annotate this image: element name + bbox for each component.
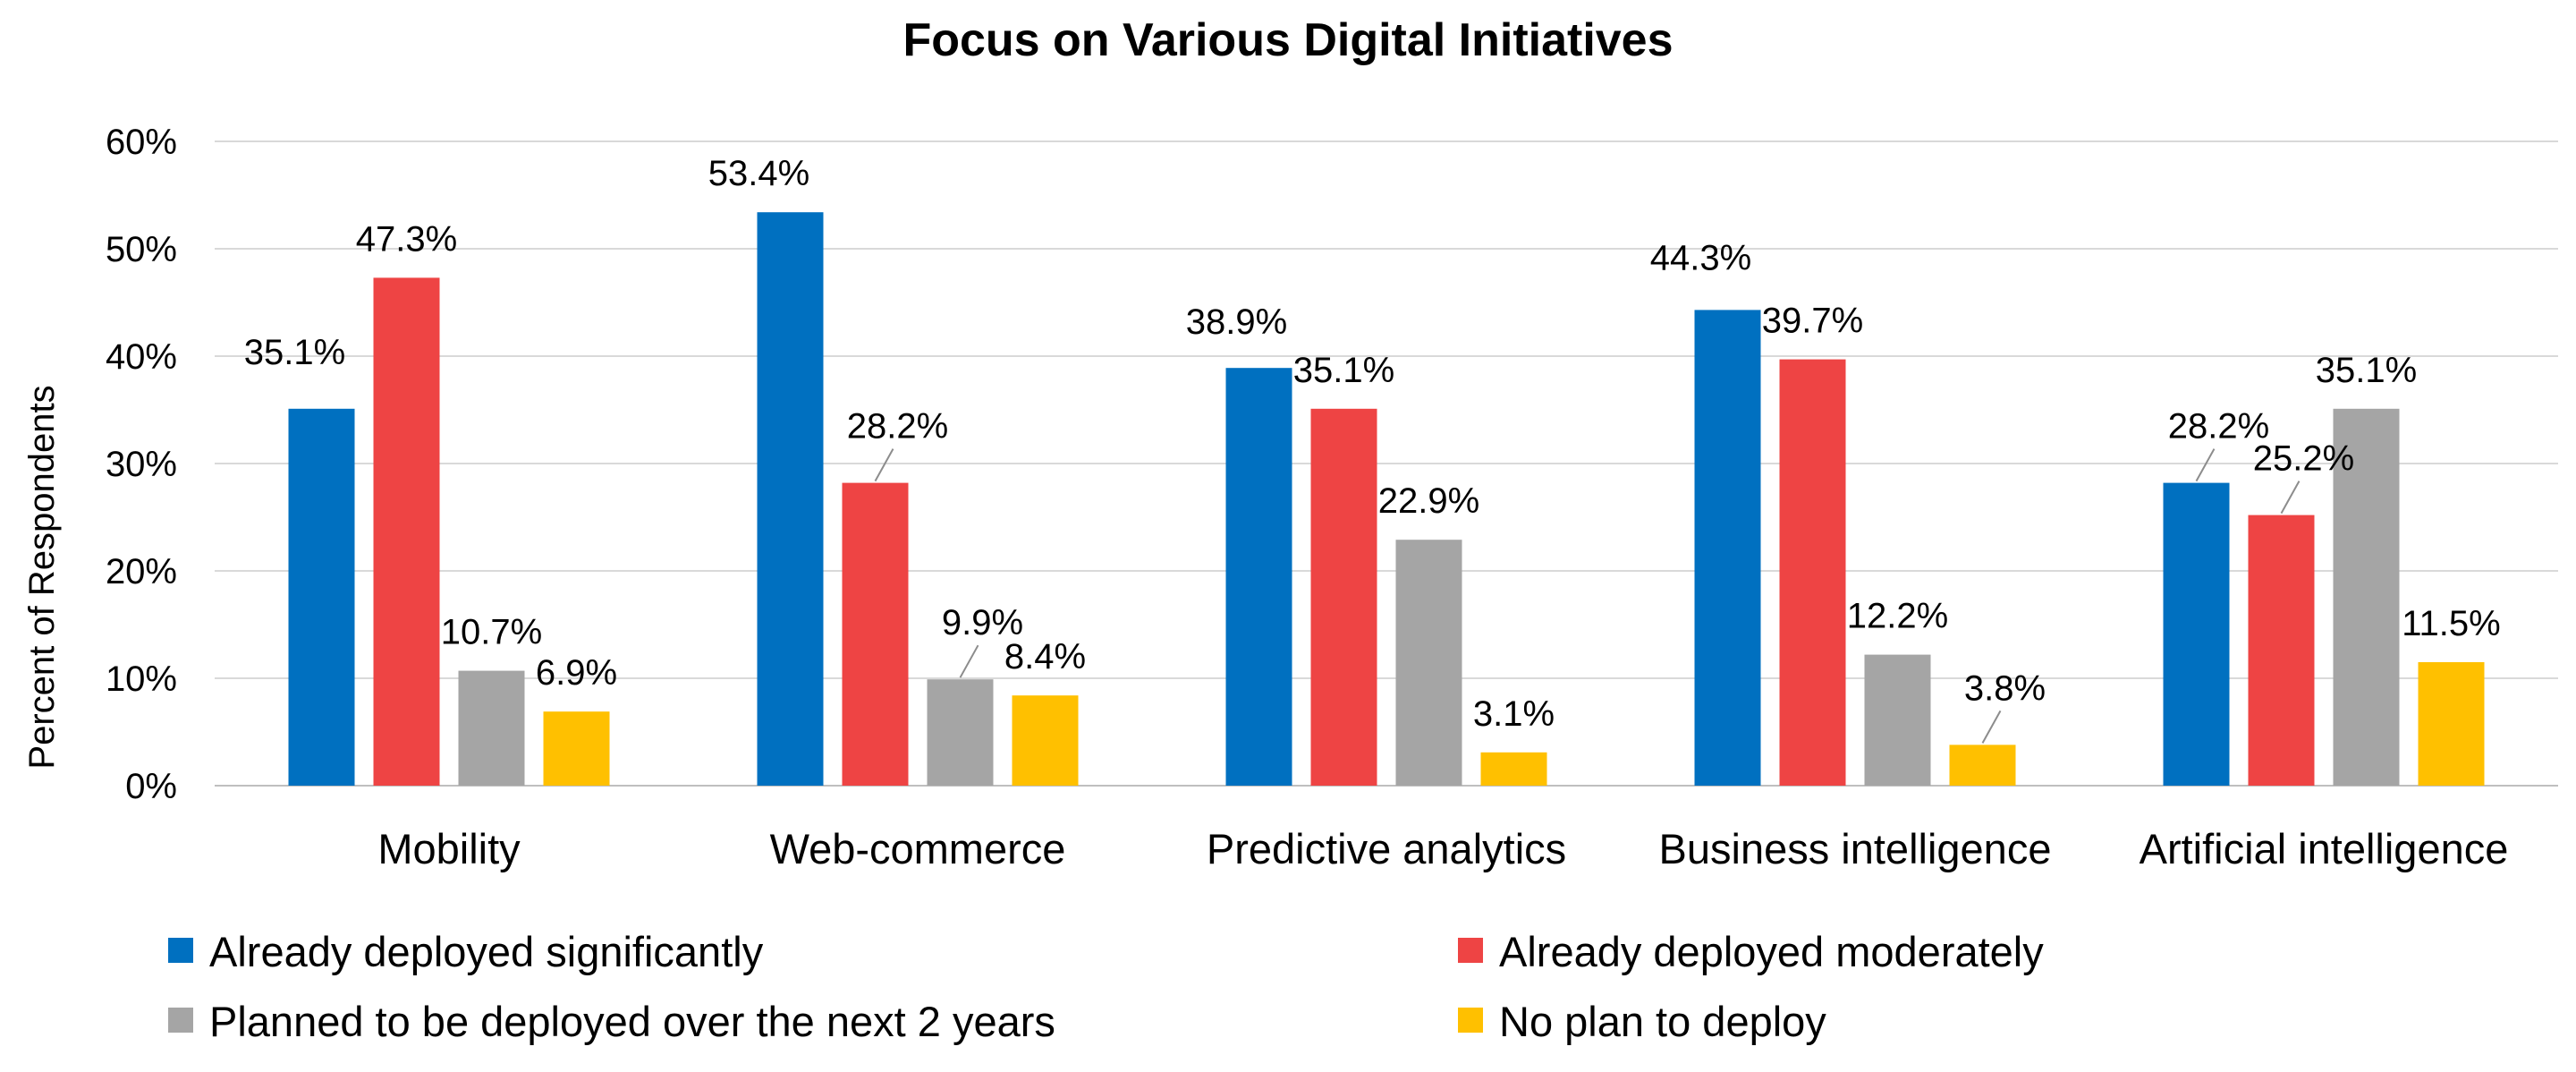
legend-swatch (1458, 938, 1483, 963)
data-label: 35.1% (2316, 351, 2417, 390)
y-tick-label: 50% (106, 230, 177, 269)
data-label: 10.7% (441, 613, 542, 652)
y-tick-label: 20% (106, 552, 177, 591)
bar (1480, 752, 1547, 786)
x-category-label: Mobility (377, 825, 521, 872)
bar (842, 482, 909, 786)
bar (373, 277, 440, 786)
y-tick-label: 60% (106, 123, 177, 162)
data-label: 38.9% (1186, 302, 1287, 342)
bar (1949, 744, 2016, 786)
bar (2248, 515, 2315, 786)
y-tick-label: 10% (106, 659, 177, 699)
bar (757, 212, 824, 786)
bar (2333, 408, 2400, 786)
bar (2163, 482, 2230, 786)
data-label: 11.5% (2402, 604, 2500, 643)
bar (1694, 310, 1761, 786)
bar (927, 679, 994, 786)
leader-line (2280, 481, 2301, 515)
bars (288, 212, 2485, 786)
bar (288, 408, 355, 786)
data-label: 9.9% (942, 603, 1023, 642)
x-category-label: Artificial intelligence (2140, 825, 2509, 872)
bar (543, 711, 610, 786)
data-label: 47.3% (356, 219, 457, 259)
chart-title: Focus on Various Digital Initiatives (902, 14, 1673, 66)
legend-swatch (1458, 1008, 1483, 1033)
bar (1395, 540, 1462, 786)
legend-swatch (168, 938, 193, 963)
leader-line (959, 644, 979, 678)
data-label: 3.8% (1964, 668, 2046, 708)
y-tick-label: 40% (106, 337, 177, 377)
data-label: 28.2% (2168, 407, 2269, 447)
legend-entry: Already deployed significantly (209, 928, 764, 975)
gridlines (215, 140, 2558, 787)
bar (1012, 695, 1079, 786)
data-label: 28.2% (847, 407, 948, 447)
data-labels: 35.1% 47.3% 10.7%6.9% 53.4% 28.2% 9.9%8.4% 38.… (244, 154, 2501, 734)
bar (2418, 662, 2485, 786)
leader-line (1981, 710, 2002, 744)
data-label: 8.4% (1004, 637, 1086, 676)
y-axis-label: Percent of Respondents (22, 385, 62, 769)
legend-entry: Already deployed moderately (1499, 928, 2044, 975)
y-tick-label: 0% (125, 767, 177, 806)
data-label: 22.9% (1378, 481, 1479, 521)
bar (1779, 359, 1846, 786)
bar (1864, 654, 1931, 786)
y-axis-ticks: 0% 10% 20% 30% 40% 50% 60% (106, 123, 177, 806)
leader-line (2195, 448, 2216, 482)
legend-swatch (168, 1008, 193, 1033)
data-label: 39.7% (1762, 302, 1863, 341)
leader-line (874, 448, 894, 482)
legend-entry: Planned to be deployed over the next 2 y… (209, 998, 1055, 1045)
data-label: 25.2% (2253, 439, 2354, 479)
x-category-label: Web-commerce (770, 825, 1066, 872)
bar (1225, 368, 1292, 786)
bar (1310, 408, 1377, 786)
label-leader-lines (874, 448, 2301, 744)
legend-entry: No plan to deploy (1499, 998, 1826, 1045)
x-category-label: Business intelligence (1659, 825, 2052, 872)
data-label: 35.1% (1293, 351, 1394, 390)
data-label: 12.2% (1847, 597, 1948, 636)
data-label: 6.9% (536, 653, 617, 693)
data-label: 44.3% (1650, 238, 1751, 277)
x-category-label: Predictive analytics (1207, 825, 1566, 872)
y-tick-label: 30% (106, 445, 177, 484)
data-label: 53.4% (708, 154, 809, 193)
data-label: 35.1% (244, 333, 345, 372)
legend: Already deployed significantly Already de… (168, 928, 2044, 1045)
bar (458, 670, 525, 786)
data-label: 3.1% (1473, 694, 1555, 734)
x-axis-categories: Mobility Web-commerce Predictive analytics… (377, 825, 2508, 872)
